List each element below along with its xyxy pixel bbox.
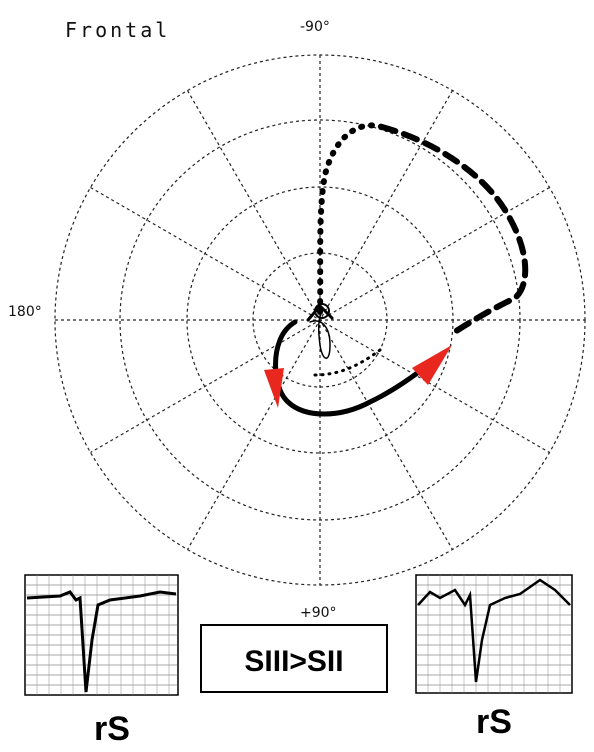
- ecg-right: [416, 575, 572, 693]
- s-loop: [315, 350, 380, 375]
- qrs-dashed: [382, 127, 525, 335]
- title: Frontal: [65, 18, 170, 42]
- arrow: [412, 345, 452, 385]
- lead-label: rS: [94, 710, 130, 748]
- arrow: [264, 368, 284, 408]
- ecg-left: [25, 575, 178, 695]
- lead-label: rS: [476, 703, 512, 741]
- axis-label: +90°: [300, 605, 337, 621]
- axis-label: 180°: [8, 304, 42, 320]
- loops: [276, 125, 526, 414]
- p-loop: [320, 125, 382, 312]
- vectorcardiogram: Frontal -90° 180° +90° SIII>SII rS rS: [0, 0, 594, 752]
- axis-label: -90°: [300, 19, 330, 35]
- box-label: SIII>SII: [244, 645, 343, 678]
